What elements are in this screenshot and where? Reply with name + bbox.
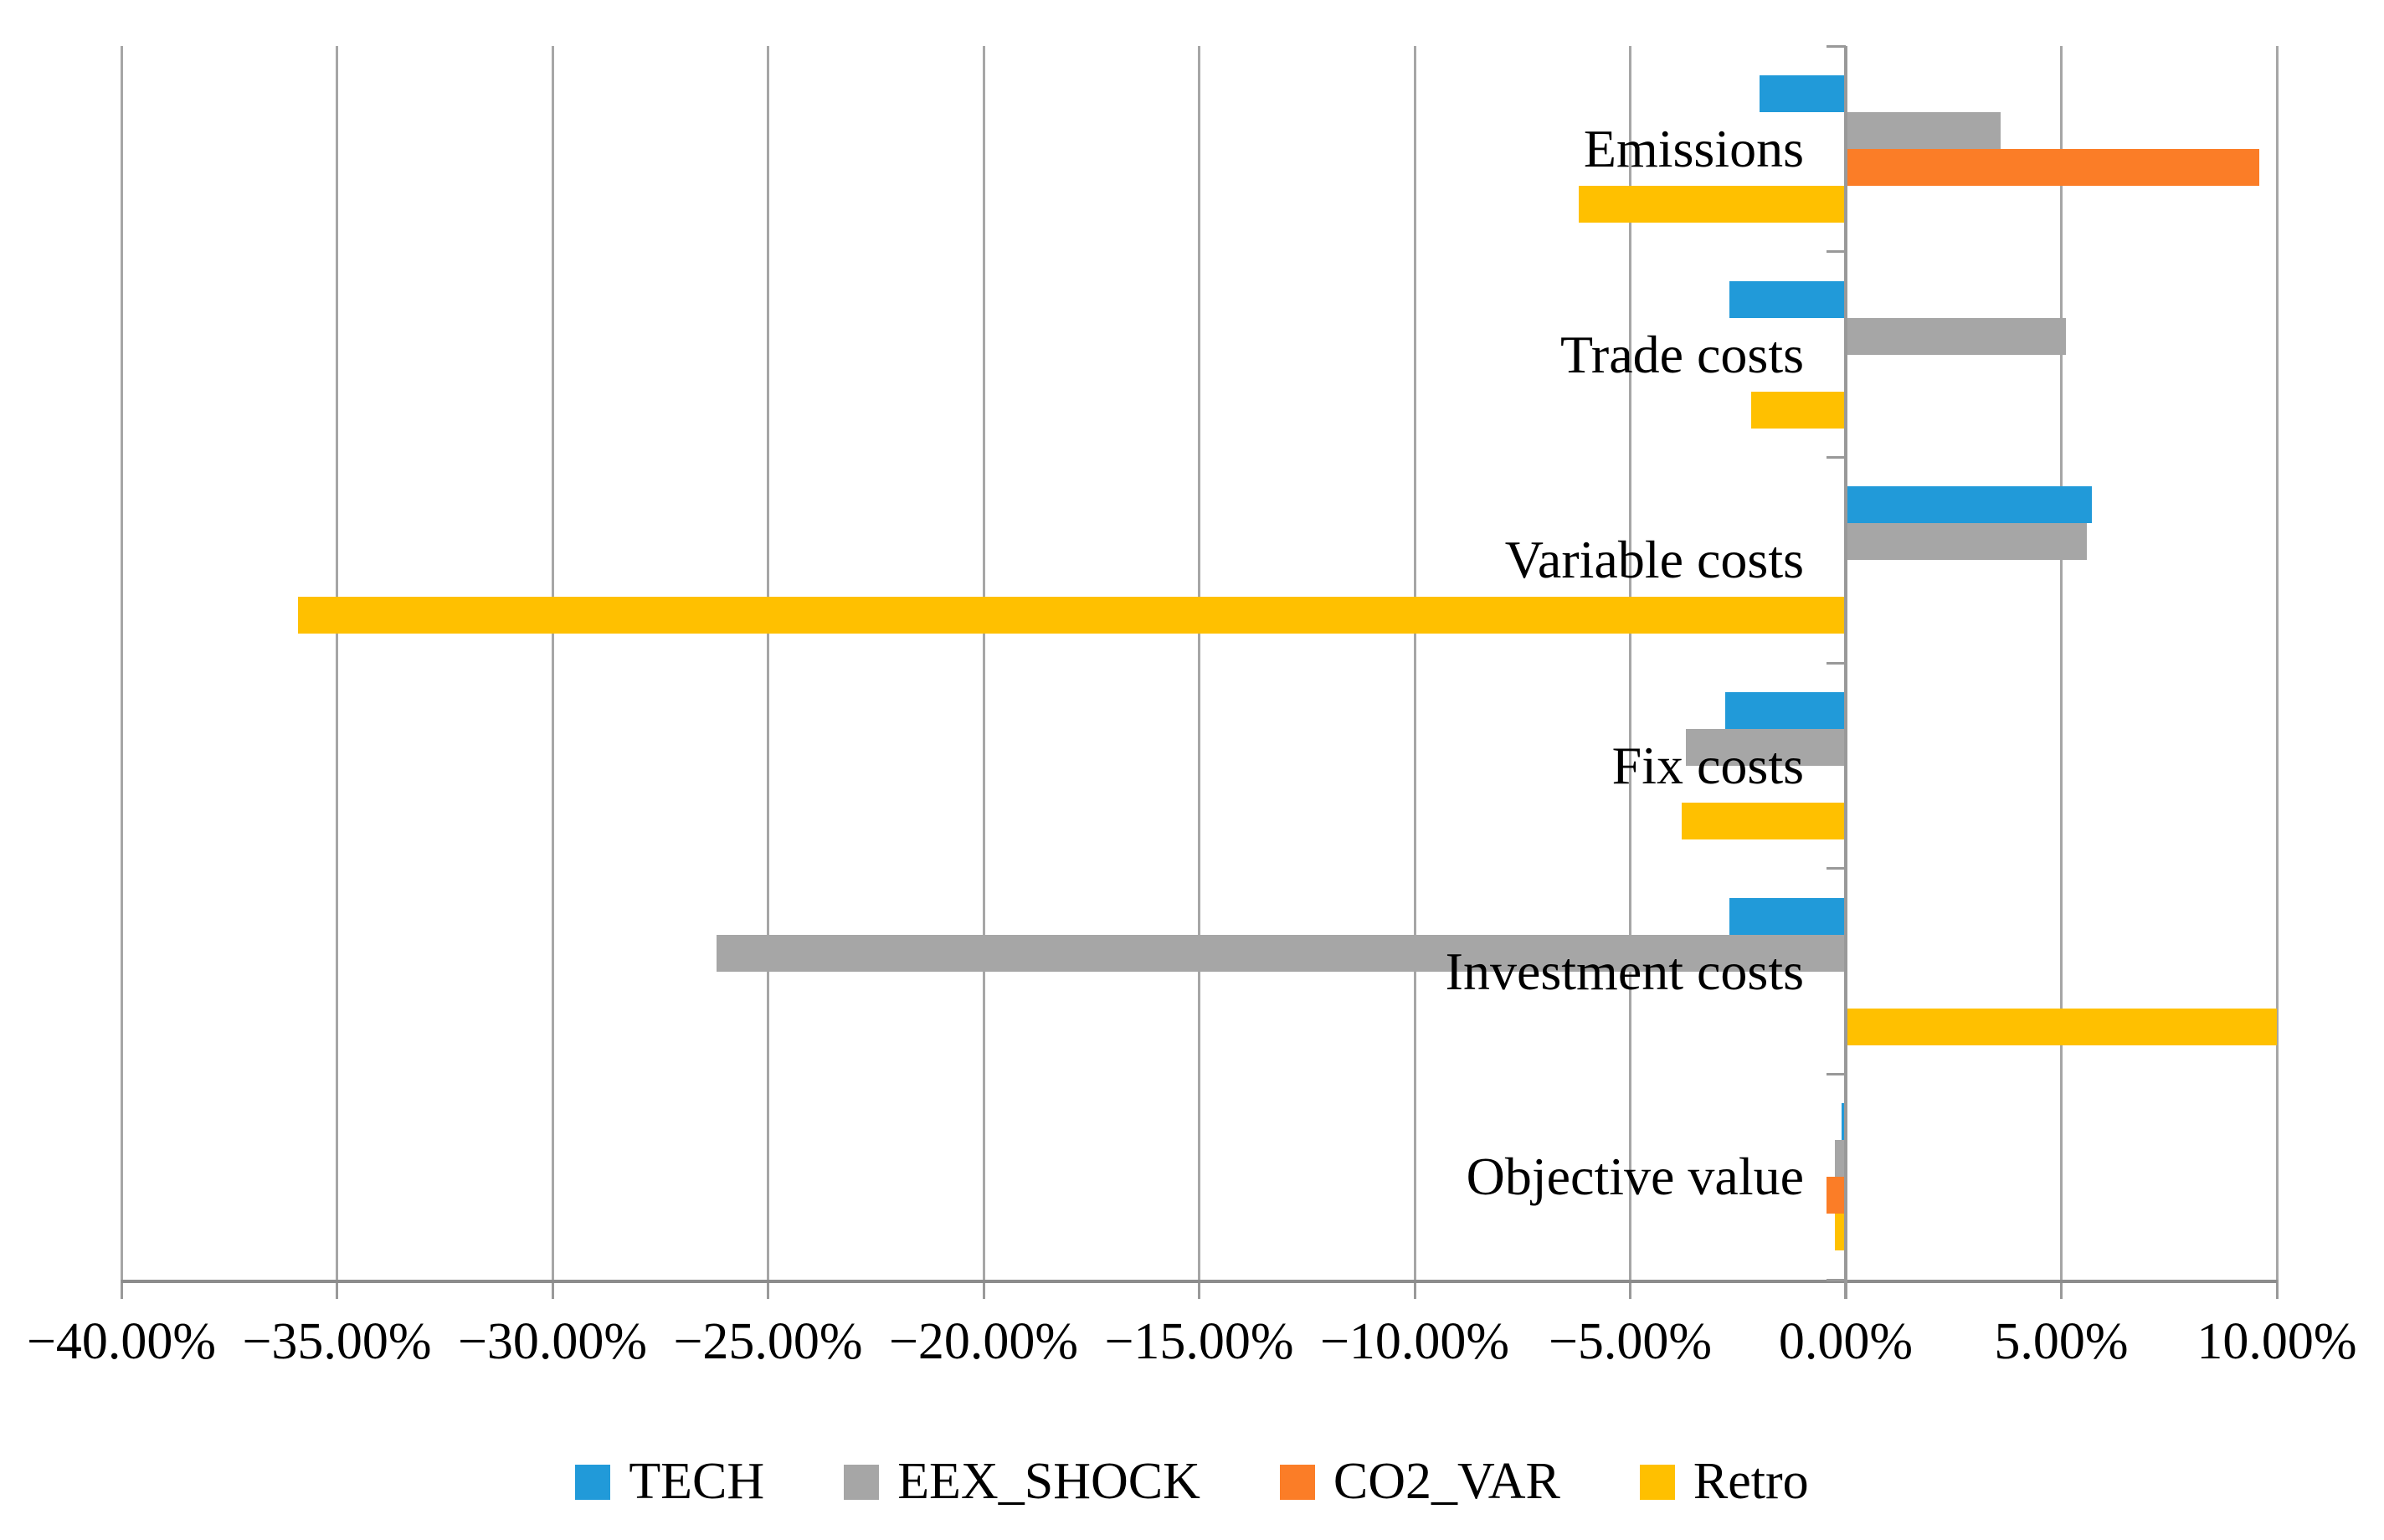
category-axis-tick xyxy=(1827,661,1846,665)
bar-eex_shock-trade-costs xyxy=(1846,317,2066,355)
legend-item-retro: Retro xyxy=(1639,1452,1809,1512)
category-label: Investment costs xyxy=(1445,941,1804,1001)
gridline xyxy=(2275,46,2279,1280)
bar-co2_var-emissions xyxy=(1846,148,2260,186)
x-axis-tick xyxy=(2060,1280,2063,1299)
x-tick-label: −15.00% xyxy=(1104,1313,1294,1370)
category-label: Variable costs xyxy=(1504,530,1804,590)
bar-eex_shock-emissions xyxy=(1846,111,2001,149)
gridline xyxy=(767,46,769,1280)
bar-eex_shock-objective-value xyxy=(1835,1140,1846,1178)
legend-label-co2_var: CO2_VAR xyxy=(1333,1453,1560,1510)
legend: TECH EEX_SHOCK CO2_VAR Retro xyxy=(0,1452,2384,1512)
x-axis-tick xyxy=(551,1280,554,1299)
bar-co2_var-objective-value xyxy=(1826,1177,1846,1214)
bar-retro-objective-value xyxy=(1835,1214,1846,1251)
y-axis-line xyxy=(1844,46,1847,1299)
category-axis-tick xyxy=(1827,455,1846,459)
bar-tech-objective-value xyxy=(1841,1103,1846,1141)
bar-eex_shock-fix-costs xyxy=(1686,728,1846,766)
category-label: Objective value xyxy=(1466,1147,1804,1207)
bar-retro-variable-costs xyxy=(298,597,1846,634)
gridline xyxy=(1198,46,1200,1280)
x-axis-tick xyxy=(982,1280,985,1299)
category-axis-tick xyxy=(1827,44,1846,48)
x-axis-tick xyxy=(2275,1280,2279,1299)
x-axis-tick xyxy=(120,1280,123,1299)
category-axis-tick xyxy=(1827,250,1846,254)
gridline xyxy=(120,46,123,1280)
bar-eex_shock-investment-costs xyxy=(716,934,1846,972)
x-axis-tick xyxy=(767,1280,769,1299)
bar-tech-trade-costs xyxy=(1729,280,1846,318)
x-axis-tick xyxy=(1198,1280,1200,1299)
legend-item-tech: TECH xyxy=(575,1452,764,1512)
legend-swatch-eex_shock xyxy=(844,1464,880,1500)
bar-retro-emissions xyxy=(1578,185,1846,223)
legend-swatch-retro xyxy=(1639,1464,1675,1500)
x-tick-label: −10.00% xyxy=(1319,1313,1510,1370)
x-axis-tick xyxy=(1413,1280,1416,1299)
x-tick-label: −35.00% xyxy=(242,1313,432,1370)
gridline xyxy=(336,46,338,1280)
bar-retro-investment-costs xyxy=(1846,1008,2277,1045)
legend-label-eex_shock: EEX_SHOCK xyxy=(897,1453,1200,1510)
gridline xyxy=(551,46,554,1280)
legend-label-retro: Retro xyxy=(1693,1453,1809,1510)
bar-tech-fix-costs xyxy=(1724,691,1846,729)
x-tick-label: 0.00% xyxy=(1778,1313,1914,1370)
bar-eex_shock-variable-costs xyxy=(1846,523,2088,561)
x-tick-label: −20.00% xyxy=(888,1313,1079,1370)
legend-item-co2_var: CO2_VAR xyxy=(1279,1452,1560,1512)
bar-retro-fix-costs xyxy=(1682,802,1846,839)
x-tick-label: −40.00% xyxy=(26,1313,217,1370)
bar-tech-variable-costs xyxy=(1846,486,2092,524)
bar-retro-trade-costs xyxy=(1750,391,1846,429)
gridline xyxy=(982,46,985,1280)
category-label: Fix costs xyxy=(1611,735,1804,795)
bar-tech-emissions xyxy=(1760,74,1846,112)
category-label: Emissions xyxy=(1583,118,1804,178)
gridline xyxy=(1413,46,1416,1280)
category-axis-tick xyxy=(1827,867,1846,870)
legend-swatch-co2_var xyxy=(1279,1464,1315,1500)
legend-label-tech: TECH xyxy=(629,1453,765,1510)
x-axis-tick xyxy=(1629,1280,1631,1299)
x-axis-tick xyxy=(336,1280,338,1299)
legend-swatch-tech xyxy=(575,1464,611,1500)
x-tick-label: −30.00% xyxy=(457,1313,648,1370)
x-tick-label: −25.00% xyxy=(673,1313,863,1370)
legend-item-eex_shock: EEX_SHOCK xyxy=(844,1452,1200,1512)
x-tick-label: 10.00% xyxy=(2196,1313,2357,1370)
bar-tech-investment-costs xyxy=(1729,897,1846,935)
gridline xyxy=(1629,46,1631,1280)
gridline xyxy=(2060,46,2063,1280)
x-tick-label: −5.00% xyxy=(1548,1313,1713,1370)
category-axis-tick xyxy=(1827,1278,1846,1281)
category-axis-tick xyxy=(1827,1072,1846,1075)
category-label: Trade costs xyxy=(1560,324,1804,384)
x-axis-line xyxy=(121,1280,2277,1283)
x-tick-label: 5.00% xyxy=(1994,1313,2129,1370)
